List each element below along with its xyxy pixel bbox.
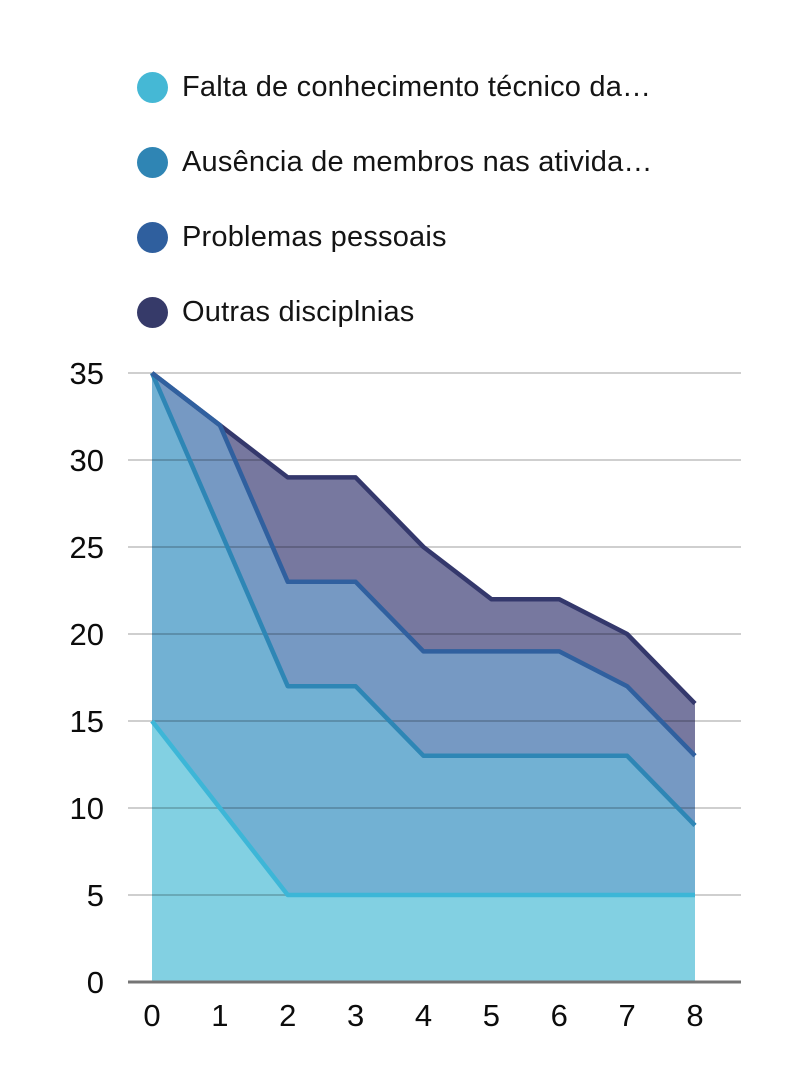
y-axis-tick-label: 20 xyxy=(70,617,104,652)
x-axis-tick-label: 0 xyxy=(143,998,160,1033)
x-axis-tick-label: 8 xyxy=(686,998,703,1033)
series-line-falta-conhecimento-tecnico xyxy=(150,719,695,898)
y-axis-tick-label: 25 xyxy=(70,530,104,565)
y-axis-tick-label: 35 xyxy=(70,356,104,391)
series-line-ausencia-de-membros xyxy=(149,372,697,827)
legend-color-dot-ausencia xyxy=(137,147,168,178)
legend-color-dot-problemas xyxy=(137,222,168,253)
series-area-falta-conhecimento-tecnico xyxy=(152,721,695,982)
x-axis-tick-label: 3 xyxy=(347,998,364,1033)
x-axis-tick-label: 7 xyxy=(619,998,636,1033)
legend-label-problemas: Problemas pessoais xyxy=(182,221,447,253)
legend-color-dot-falta xyxy=(137,72,168,103)
series-line-outras-disciplnias xyxy=(150,371,697,706)
x-axis-tick-label: 6 xyxy=(551,998,568,1033)
legend-item-outras-disciplnias: Outras disciplnias xyxy=(137,275,653,350)
x-axis-tick-label: 1 xyxy=(211,998,228,1033)
y-axis-tick-label: 5 xyxy=(87,878,104,913)
series-line-problemas-pessoais xyxy=(150,371,697,758)
legend-item-falta-conhecimento: Falta de conhecimento técnico da… xyxy=(137,50,653,125)
legend-item-ausencia-membros: Ausência de membros nas ativida… xyxy=(137,125,653,200)
x-axis-tick-label: 2 xyxy=(279,998,296,1033)
legend-item-problemas-pessoais: Problemas pessoais xyxy=(137,200,653,275)
legend-label-outras: Outras disciplnias xyxy=(182,296,415,328)
legend-color-dot-outras xyxy=(137,297,168,328)
legend-label-ausencia: Ausência de membros nas ativida… xyxy=(182,146,653,178)
legend-label-falta: Falta de conhecimento técnico da… xyxy=(182,71,652,103)
series-area-ausencia-de-membros xyxy=(152,373,695,982)
x-axis-tick-label: 5 xyxy=(483,998,500,1033)
y-axis-tick-label: 10 xyxy=(70,791,104,826)
x-axis-tick-label: 4 xyxy=(415,998,432,1033)
y-axis-tick-label: 0 xyxy=(87,965,104,1000)
y-axis-tick-label: 30 xyxy=(70,443,104,478)
y-axis-tick-label: 15 xyxy=(70,704,104,739)
chart-legend: Falta de conhecimento técnico da… Ausênc… xyxy=(137,50,653,350)
